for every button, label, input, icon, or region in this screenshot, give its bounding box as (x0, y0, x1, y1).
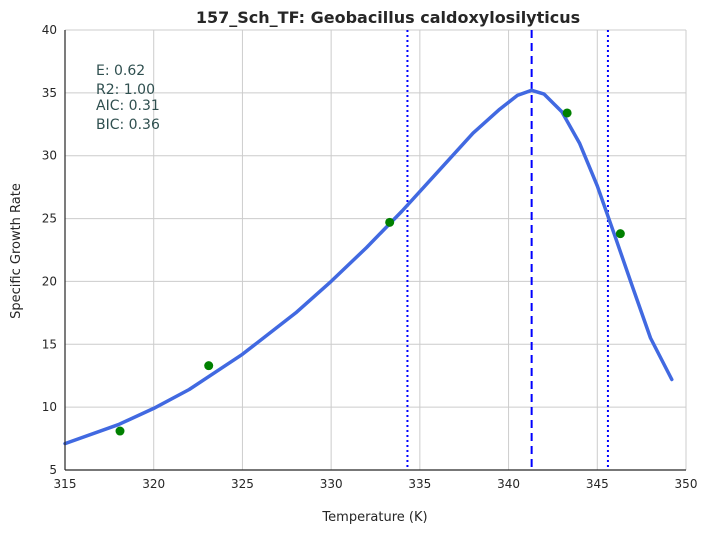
data-point (115, 426, 125, 436)
x-tick-label: 335 (408, 477, 431, 491)
x-tick-label: 350 (675, 477, 698, 491)
x-tick-label: 340 (497, 477, 520, 491)
grid (65, 29, 687, 470)
x-axis-label: Temperature (K) (321, 510, 427, 525)
x-tick-label: 330 (320, 477, 343, 491)
stat-e: E: 0.62 (96, 63, 145, 79)
x-tick-label: 345 (586, 477, 609, 491)
data-point (562, 108, 572, 118)
y-tick-label: 35 (42, 86, 57, 100)
y-tick-label: 10 (42, 400, 57, 414)
stat-r2: R2: 1.00 (96, 82, 155, 98)
stat-aic: AIC: 0.31 (96, 98, 160, 114)
y-axis-label: Specific Growth Rate (9, 183, 24, 319)
chart-title: 157_Sch_TF: Geobacillus caldoxylosilytic… (196, 8, 580, 27)
data-point (385, 217, 395, 227)
series (63, 88, 674, 446)
y-tick-label: 15 (42, 337, 57, 351)
x-tick-label: 315 (54, 477, 77, 491)
y-tick-label: 30 (42, 149, 57, 163)
x-tick-label: 320 (142, 477, 165, 491)
y-tick-label: 20 (42, 274, 57, 288)
reference-lines (406, 30, 609, 470)
y-tick-label: 5 (49, 463, 57, 477)
model-curve (63, 88, 674, 446)
data-point (204, 361, 214, 371)
axes (64, 30, 686, 471)
fit-statistics: E: 0.62 R2: 1.00 AIC: 0.31 BIC: 0.36 (96, 63, 160, 133)
stat-bic: BIC: 0.36 (96, 117, 160, 133)
y-tick-label: 40 (42, 23, 57, 37)
y-tick-label: 25 (42, 212, 57, 226)
data-point (615, 229, 625, 239)
x-tick-label: 325 (231, 477, 254, 491)
tick-labels: 315 320 325 330 335 340 345 350 5 10 15 20 25 30 35 40 (42, 23, 698, 491)
